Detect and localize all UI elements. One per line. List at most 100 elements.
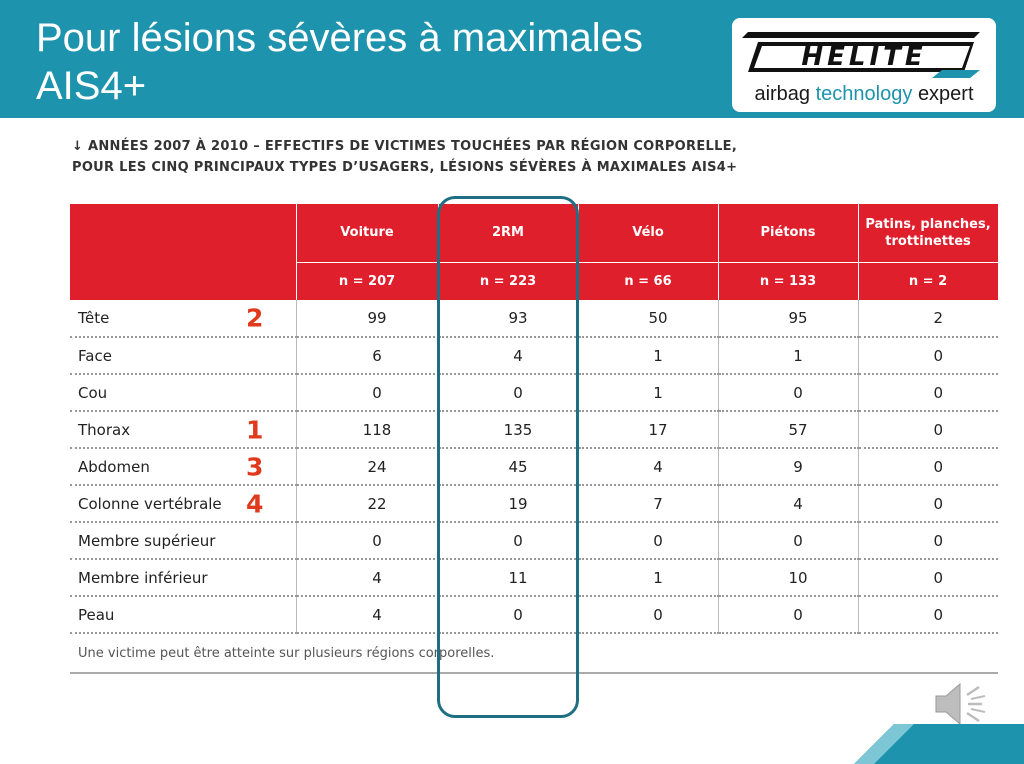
table-row: Membre supérieur 0 0 0 0 0 — [70, 522, 998, 560]
count-pietons: n = 133 — [717, 261, 859, 300]
row-region-label: Face — [78, 346, 112, 365]
row-value-cell: 0 — [717, 596, 858, 634]
rank-annotation: 1 — [246, 415, 264, 444]
row-value-cell: 4 — [437, 337, 578, 375]
injury-table: Voiture 2RM Vélo Piétons Patins, planche… — [70, 204, 999, 674]
row-region-label: Membre inférieur — [78, 568, 208, 587]
row-region-label: Colonne vertébrale — [78, 494, 222, 513]
row-value-cell: 135 — [437, 411, 578, 449]
logo-tagline-airbag: airbag — [754, 83, 811, 105]
header-pietons: Piétons — [717, 204, 859, 262]
row-value-cell: 0 — [717, 522, 858, 560]
row-value-cell: 1 — [717, 337, 858, 375]
row-value-cell: 0 — [437, 522, 578, 560]
row-value-cell: 2 — [857, 300, 998, 338]
slide-title-line2: AIS4+ — [36, 64, 147, 108]
row-value-cell: 0 — [857, 448, 998, 486]
row-value-cell: 17 — [577, 411, 718, 449]
row-region-cell: Colonne vertébrale 4 — [70, 485, 296, 523]
row-value-cell: 6 — [295, 337, 438, 375]
count-voiture: n = 207 — [295, 261, 439, 300]
row-value-cell: 50 — [577, 300, 718, 338]
header-blank-cell — [70, 204, 297, 300]
row-region-label: Tête — [78, 309, 110, 327]
row-value-cell: 0 — [857, 559, 998, 597]
logo-tagline: airbag technology expert — [732, 83, 996, 106]
logo-brand-text: HELITE — [801, 42, 926, 72]
row-value-cell: 0 — [717, 374, 858, 412]
row-value-cell: 4 — [577, 448, 718, 486]
rank-annotation: 2 — [246, 303, 264, 333]
row-region-cell: Cou — [70, 374, 296, 412]
row-value-cell: 0 — [857, 374, 998, 412]
row-value-cell: 10 — [717, 559, 858, 597]
table-body: Tête 2 99 93 50 95 2 Face 6 4 1 1 0 Cou 0 0 1 0 0 Thorax 1 11… — [70, 300, 998, 674]
slide-title: Pour lésions sévères à maximales AIS4+ — [36, 14, 643, 110]
row-region-label: Cou — [78, 383, 108, 402]
row-region-label: Peau — [78, 605, 115, 624]
row-value-cell: 9 — [717, 448, 858, 486]
count-velo: n = 66 — [577, 261, 719, 300]
table-row: Abdomen 3 24 45 4 9 0 — [70, 448, 998, 486]
row-region-label: Abdomen — [78, 457, 150, 476]
row-value-cell: 0 — [295, 374, 438, 412]
row-value-cell: 4 — [295, 559, 438, 597]
row-value-cell: 22 — [295, 485, 438, 523]
row-value-cell: 4 — [717, 485, 858, 523]
row-region-label: Membre supérieur — [78, 531, 216, 550]
row-region-label: Thorax — [78, 420, 131, 439]
table-note-row: Une victime peut être atteinte sur plusi… — [70, 633, 998, 674]
row-value-cell: 0 — [857, 411, 998, 449]
row-value-cell: 57 — [717, 411, 858, 449]
row-value-cell: 0 — [857, 337, 998, 375]
table-row: Tête 2 99 93 50 95 2 — [70, 300, 998, 338]
speaker-icon[interactable] — [930, 674, 1000, 734]
table-row: Face 6 4 1 1 0 — [70, 337, 998, 375]
count-patins: n = 2 — [857, 261, 999, 300]
corner-accent — [854, 724, 1024, 764]
table-row: Peau 4 0 0 0 0 — [70, 596, 998, 634]
row-value-cell: 0 — [577, 522, 718, 560]
row-value-cell: 95 — [717, 300, 858, 338]
table-row: Thorax 1 118 135 17 57 0 — [70, 411, 998, 449]
row-value-cell: 1 — [577, 337, 718, 375]
table-note: Une victime peut être atteinte sur plusi… — [70, 633, 998, 674]
table-row: Membre inférieur 4 11 1 10 0 — [70, 559, 998, 597]
row-region-cell: Face — [70, 337, 296, 375]
slide-title-line1: Pour lésions sévères à maximales — [36, 16, 643, 60]
table-header-row: Voiture 2RM Vélo Piétons Patins, planche… — [70, 204, 999, 300]
row-region-cell: Thorax 1 — [70, 411, 296, 449]
row-value-cell: 0 — [857, 485, 998, 523]
caption-line1: ↓ ANNÉES 2007 À 2010 – EFFECTIFS DE VICT… — [72, 139, 738, 154]
helite-wordmark: HELITE — [742, 32, 980, 78]
row-value-cell: 4 — [295, 596, 438, 634]
row-region-cell: Abdomen 3 — [70, 448, 296, 486]
row-value-cell: 0 — [857, 596, 998, 634]
count-2rm: n = 223 — [437, 261, 579, 300]
row-region-cell: Membre supérieur — [70, 522, 296, 560]
table-count-row: n = 207 n = 223 n = 66 n = 133 n = 2 — [70, 261, 999, 300]
header-2rm: 2RM — [437, 204, 579, 262]
row-region-cell: Peau — [70, 596, 296, 634]
row-value-cell: 45 — [437, 448, 578, 486]
row-value-cell: 0 — [437, 374, 578, 412]
caption-line2: POUR LES CINQ PRINCIPAUX TYPES D’USAGERS… — [72, 160, 738, 175]
rank-annotation: 4 — [246, 489, 264, 518]
row-value-cell: 1 — [577, 559, 718, 597]
row-value-cell: 0 — [437, 596, 578, 634]
table-caption: ↓ ANNÉES 2007 À 2010 – EFFECTIFS DE VICT… — [72, 136, 872, 178]
row-value-cell: 7 — [577, 485, 718, 523]
row-value-cell: 93 — [437, 300, 578, 338]
table-row: Cou 0 0 1 0 0 — [70, 374, 998, 412]
row-value-cell: 24 — [295, 448, 438, 486]
row-value-cell: 118 — [295, 411, 438, 449]
row-region-cell: Tête 2 — [70, 300, 296, 338]
row-region-cell: Membre inférieur — [70, 559, 296, 597]
helite-logo: HELITE airbag technology expert — [732, 18, 996, 112]
row-value-cell: 1 — [577, 374, 718, 412]
row-value-cell: 11 — [437, 559, 578, 597]
header-voiture: Voiture — [295, 204, 439, 262]
table-row: Colonne vertébrale 4 22 19 7 4 0 — [70, 485, 998, 523]
row-value-cell: 0 — [295, 522, 438, 560]
header-patins: Patins, planches, trottinettes — [857, 204, 999, 262]
